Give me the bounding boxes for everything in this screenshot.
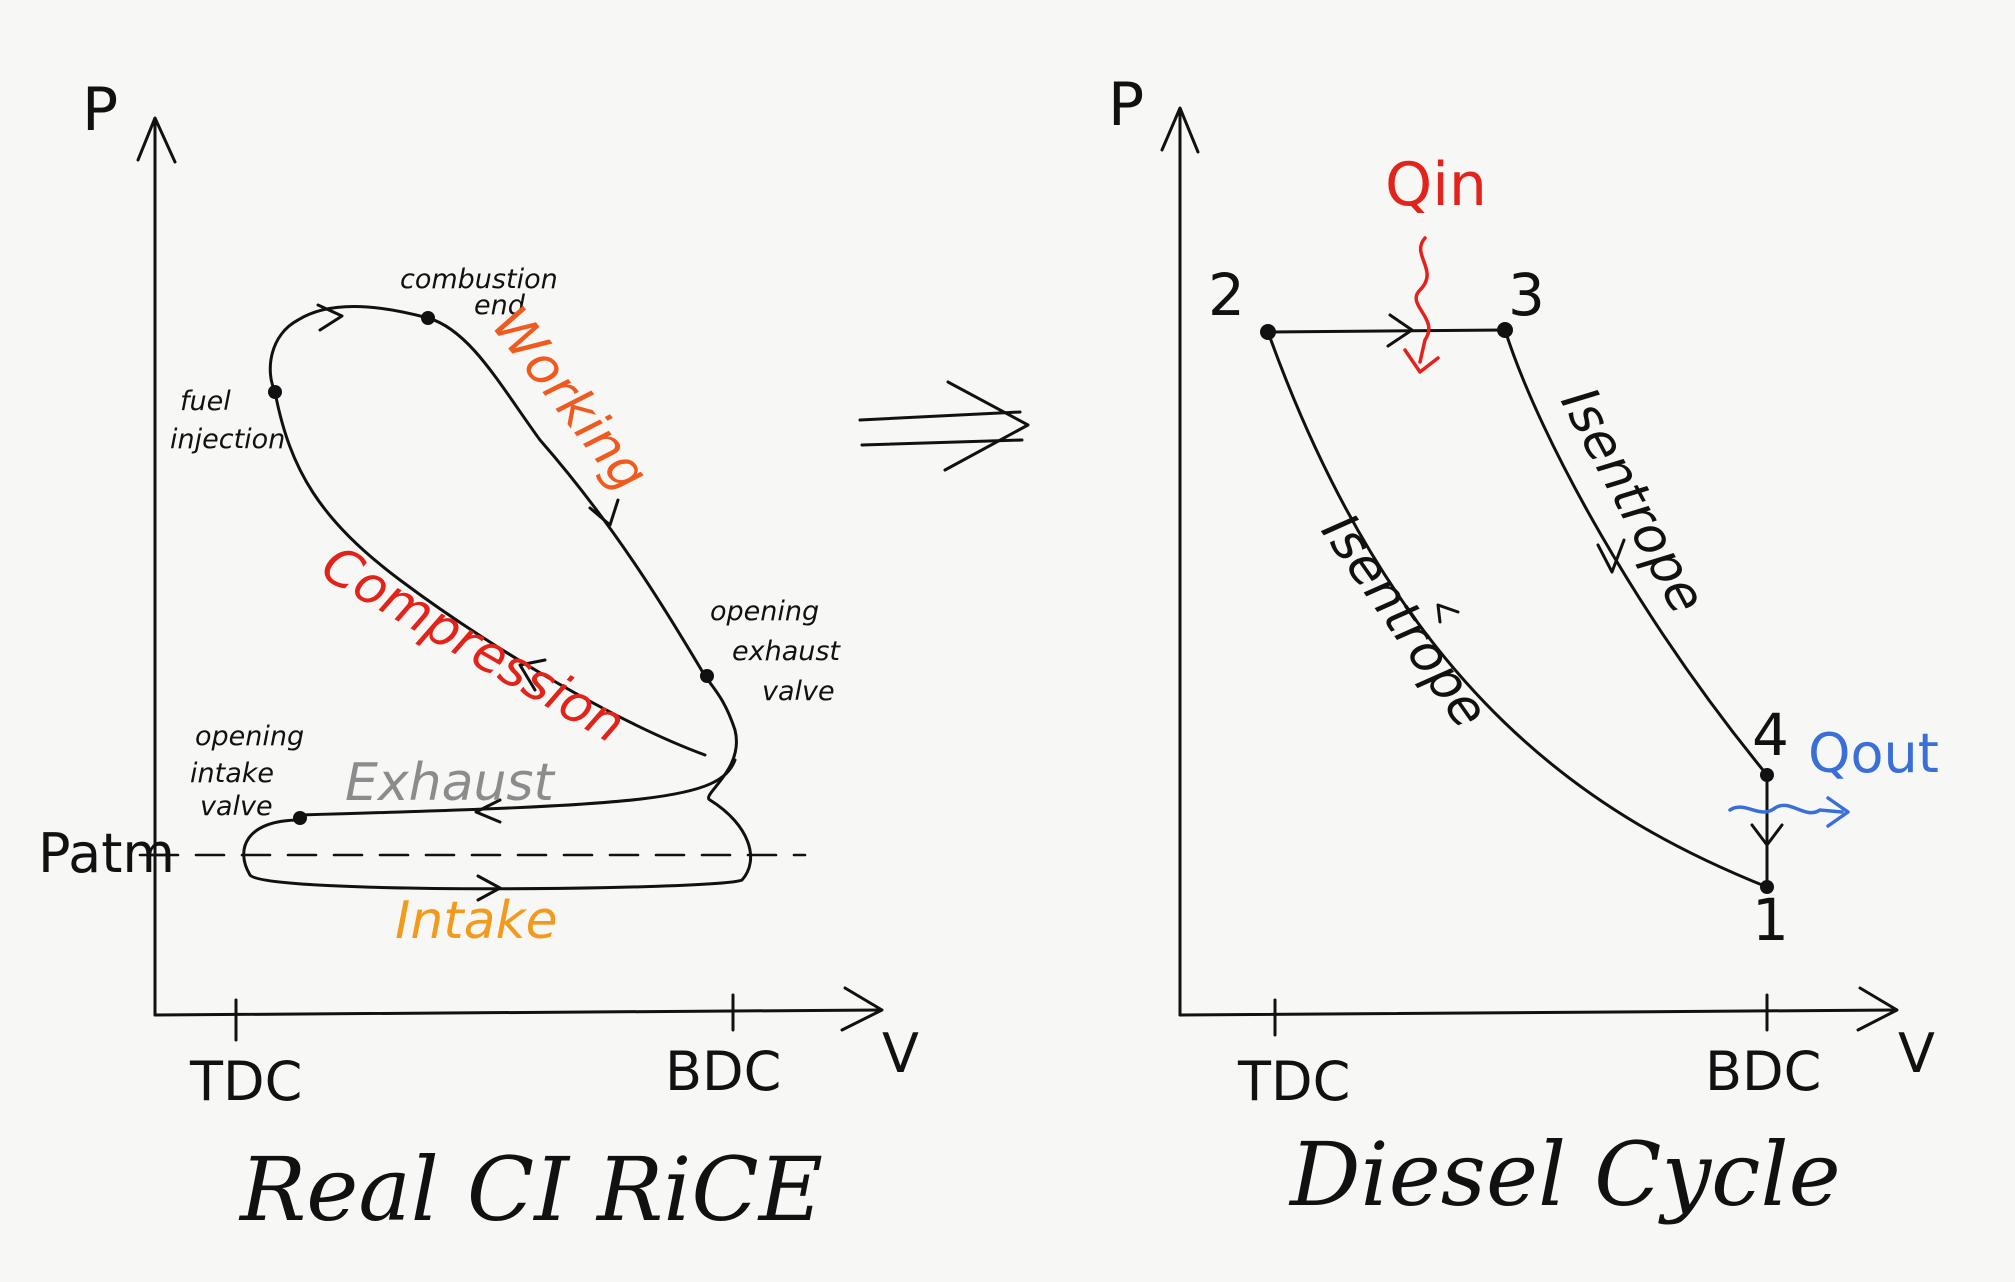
qout-label: Qout <box>1808 722 1939 785</box>
point-2-label: 2 <box>1208 261 1245 329</box>
exhaust-label: Exhaust <box>345 753 556 813</box>
implies-arrow <box>858 380 1030 472</box>
arrow-exhaust <box>474 798 502 824</box>
arrow-intake <box>476 874 502 902</box>
arrow-1-2 <box>1436 603 1460 624</box>
state-point-2 <box>1260 324 1276 340</box>
dot-opening-intake <box>293 811 307 825</box>
working-label: Working <box>480 296 660 502</box>
left-v-axis <box>153 1008 882 1017</box>
qin-squiggle <box>1414 236 1431 364</box>
qin-label: Qin <box>1385 150 1487 220</box>
qin-arrowhead <box>1403 348 1440 374</box>
right-p-label: P <box>1108 70 1144 140</box>
right-bdc-label: BDC <box>1705 1040 1821 1103</box>
right-p-axis-arrow <box>1160 106 1200 154</box>
isentrope-lower-label: Isentrope <box>1309 503 1499 739</box>
point-3-label: 3 <box>1508 261 1545 329</box>
arrow-2-3 <box>1386 313 1414 348</box>
right-v-label: V <box>1898 1022 1935 1085</box>
state-point-1 <box>1760 880 1774 894</box>
diesel-cycle-diagram: Qin Qout P V TDC BDC 1 2 3 4 Isentrope I… <box>1108 70 1939 1226</box>
dot-opening-exhaust <box>700 669 714 683</box>
arrow-3-4 <box>1596 538 1626 574</box>
exhaust-return-curve <box>298 758 737 817</box>
combustion-end-label: combustion end <box>400 264 566 321</box>
patm-label: Patm <box>38 822 175 885</box>
right-v-axis-arrow <box>1856 986 1899 1032</box>
opening-intake-valve-label: opening intake valve <box>190 721 313 822</box>
state-point-4 <box>1760 768 1774 782</box>
intake-label: Intake <box>395 891 558 951</box>
arrow-working <box>588 498 620 527</box>
compression-label: Compression <box>312 534 635 755</box>
left-p-axis-arrow <box>136 116 177 164</box>
right-title: Diesel Cycle <box>1288 1123 1841 1226</box>
dot-combustion-end <box>421 311 435 325</box>
real-cycle-curve <box>242 305 752 891</box>
fuel-injection-label: fuel injection <box>170 386 285 455</box>
left-bdc-label: BDC <box>665 1040 781 1103</box>
right-v-axis <box>1178 1008 1897 1017</box>
real-ci-rice-diagram: P V TDC BDC Patm fuel injection combusti… <box>38 75 919 1241</box>
left-p-label: P <box>82 75 118 145</box>
curve-1-2 <box>1266 330 1769 889</box>
left-v-axis-arrow <box>840 986 884 1032</box>
state-point-3 <box>1497 322 1513 338</box>
left-tdc-label: TDC <box>189 1050 302 1113</box>
curve-3-4 <box>1503 328 1769 777</box>
right-tdc-label: TDC <box>1237 1050 1350 1113</box>
line-2-3 <box>1266 328 1507 334</box>
left-v-label: V <box>882 1022 919 1085</box>
qout-squiggle <box>1728 803 1844 815</box>
qout-arrowhead <box>1826 796 1850 828</box>
arrow-compression <box>518 658 547 692</box>
arrow-4-1 <box>1750 823 1784 847</box>
dot-fuel-injection <box>268 385 282 399</box>
point-1-label: 1 <box>1752 886 1789 954</box>
opening-exhaust-valve-label: opening exhaust valve <box>710 596 849 707</box>
point-4-label: 4 <box>1752 701 1789 769</box>
arrow-top <box>316 303 344 332</box>
left-title: Real CI RiCE <box>238 1138 823 1241</box>
